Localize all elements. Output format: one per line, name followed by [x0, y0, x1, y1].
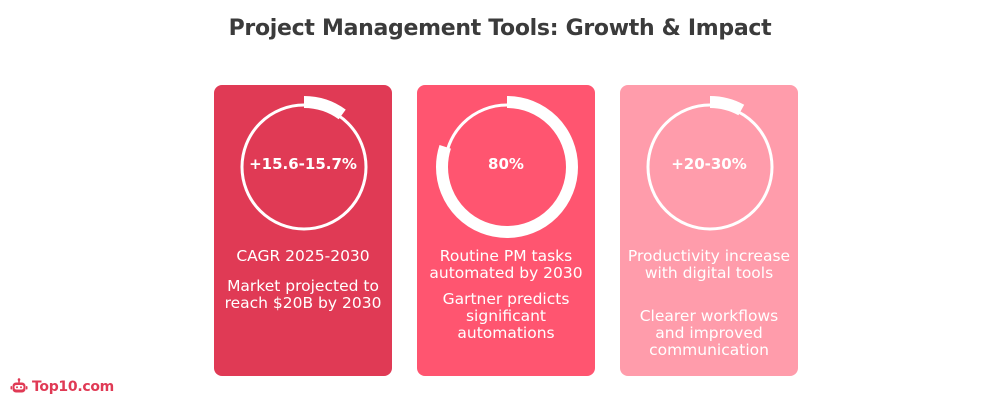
stat-value: 80% [488, 155, 524, 173]
stat-value: +15.6-15.7% [249, 155, 357, 173]
logo-text: Top10.com [32, 379, 114, 395]
brand-logo[interactable]: Top10.com [10, 377, 114, 397]
stat-description: Clearer workflows and improved communica… [639, 307, 779, 359]
stat-card-cagr: +15.6-15.7% CAGR 2025-2030 Market projec… [214, 85, 392, 376]
ring-arc [233, 96, 375, 238]
stat-label: Productivity increase with digital tools [627, 247, 791, 282]
ring-arc [639, 96, 781, 238]
stat-value: +20-30% [671, 155, 747, 173]
stat-label: CAGR 2025-2030 [236, 247, 370, 265]
stat-card-productivity: +20-30% Productivity increase with digit… [620, 85, 798, 376]
progress-ring [233, 96, 375, 238]
stat-card-automation: 80% Routine PM tasks automated by 2030 G… [417, 85, 595, 376]
stat-description: Market projected to reach $20B by 2030 [224, 277, 382, 312]
progress-ring [639, 96, 781, 238]
progress-ring [436, 96, 578, 238]
stat-label: Routine PM tasks automated by 2030 [429, 247, 583, 282]
stat-description: Gartner predicts significant automations [442, 290, 570, 342]
robot-icon [10, 378, 28, 393]
page-title: Project Management Tools: Growth & Impac… [228, 16, 772, 41]
ring-arc [436, 96, 578, 238]
